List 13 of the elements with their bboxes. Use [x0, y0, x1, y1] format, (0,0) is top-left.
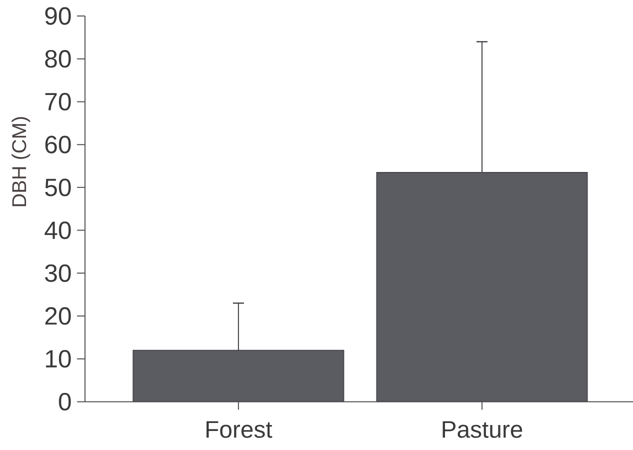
- y-tick-label: 90: [45, 7, 71, 25]
- y-tick-label: 70: [45, 92, 71, 111]
- y-tick-label: 40: [44, 221, 71, 240]
- y-tick-label: 20: [45, 307, 71, 325]
- x-tick-label: Pasture: [442, 421, 522, 438]
- y-tick-label: 0: [58, 392, 71, 411]
- y-tick-label: 50: [45, 178, 71, 196]
- y-axis-title: DBH (CM): [12, 117, 30, 206]
- x-tick-label: Forest: [206, 421, 272, 438]
- y-tick-label: 80: [45, 50, 71, 68]
- y-tick-label: 10: [46, 350, 71, 368]
- y-tick-label: 30: [45, 264, 71, 282]
- y-tick-label: 60: [45, 136, 71, 154]
